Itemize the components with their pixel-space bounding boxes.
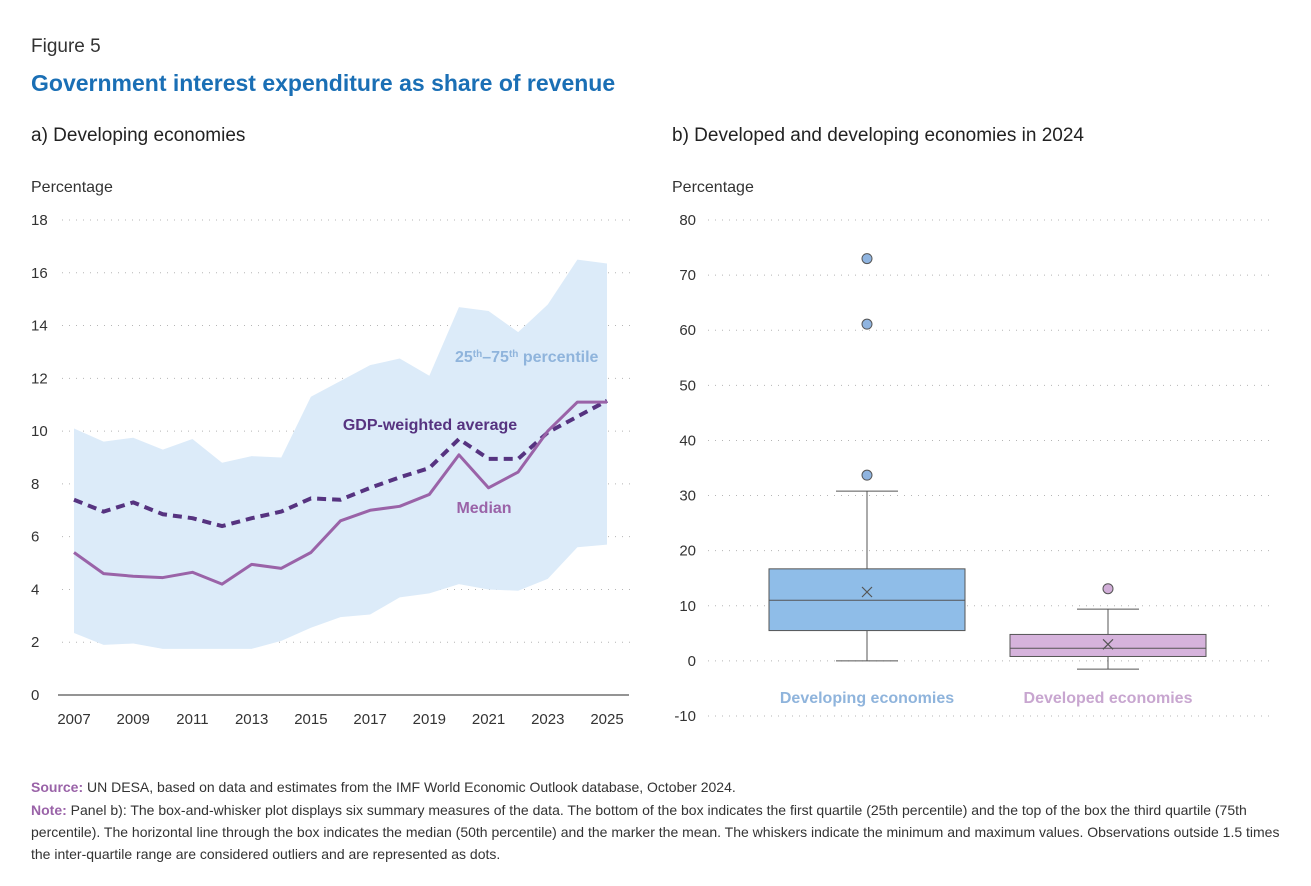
y-tick-label: 80 — [679, 212, 696, 229]
developing-category-label: Developing economies — [780, 690, 954, 707]
note-label: Note: — [31, 802, 67, 818]
label-part: –75 — [482, 349, 509, 366]
y-tick-label: 60 — [679, 322, 696, 339]
y-tick-label: 6 — [31, 529, 39, 546]
panel-a-line-chart: 0 2 4 6 8 10 12 14 16 18 2007 2009 2011 2013 2015 2017 2… — [31, 212, 630, 728]
y-tick-label: 50 — [679, 377, 696, 394]
y-tick-label: 20 — [679, 543, 696, 560]
panel-a-ylabel: Percentage — [31, 179, 113, 196]
y-tick-label: 12 — [31, 370, 48, 387]
x-tick-label: 2015 — [294, 711, 327, 728]
y-tick-label: 8 — [31, 476, 39, 493]
x-tick-label: 2023 — [531, 711, 564, 728]
median-line — [73, 400, 607, 586]
label-part: 25 — [455, 349, 473, 366]
y-tick-label: -10 — [674, 708, 696, 725]
median-label: Median — [456, 500, 511, 517]
gdp-weighted-average-line — [73, 399, 608, 529]
developed-mean-marker — [1102, 638, 1114, 650]
gdp-weighted-average-label: GDP-weighted average — [343, 417, 517, 434]
developing-outlier-dot — [861, 469, 873, 481]
label-part: percentile — [518, 349, 598, 366]
y-tick-label: 18 — [31, 212, 48, 229]
panel-b-title: b) Developed and developing economies in… — [672, 125, 1084, 146]
developing-outlier-dot — [861, 253, 873, 265]
panel-b-box-plot: -10 0 10 20 30 40 50 60 70 80 Developing economies… — [674, 212, 1272, 725]
developed-category-label: Developed economies — [1024, 690, 1193, 707]
y-tick-label: 4 — [31, 581, 39, 598]
x-tick-label: 2019 — [413, 711, 446, 728]
figure-title: Government interest expenditure as share… — [31, 70, 616, 96]
developed-outlier-dot — [1102, 583, 1114, 595]
y-tick-label: 10 — [31, 423, 48, 440]
source-label: Source: — [31, 779, 84, 795]
y-tick-label: 70 — [679, 267, 696, 284]
source-note: Source: UN DESA, based on data and estim… — [31, 776, 1281, 798]
y-tick-label: 40 — [679, 432, 696, 449]
figure-label: Figure 5 — [31, 36, 101, 57]
developing-box — [768, 568, 966, 632]
explanatory-note: Note: Panel b): The box-and-whisker plot… — [31, 799, 1281, 865]
developed-box — [1009, 633, 1207, 657]
x-tick-label: 2025 — [590, 711, 623, 728]
y-tick-label: 0 — [688, 653, 696, 670]
panel-b-ylabel: Percentage — [672, 179, 754, 196]
y-tick-label: 2 — [31, 634, 39, 651]
note-text: Panel b): The box-and-whisker plot displ… — [31, 802, 1280, 862]
x-tick-label: 2021 — [472, 711, 505, 728]
x-tick-label: 2011 — [176, 711, 208, 728]
y-tick-label: 0 — [31, 687, 39, 704]
y-tick-label: 30 — [679, 488, 696, 505]
panel-a-title: a) Developing economies — [31, 125, 246, 146]
y-tick-label: 14 — [31, 318, 48, 335]
developing-mean-marker — [861, 586, 873, 598]
developing-outlier-dot — [861, 318, 873, 330]
x-tick-label: 2009 — [117, 711, 150, 728]
superscript: th — [473, 349, 482, 360]
x-tick-label: 2017 — [353, 711, 386, 728]
source-text: UN DESA, based on data and estimates fro… — [83, 779, 736, 795]
x-tick-label: 2007 — [57, 711, 90, 728]
y-tick-label: 16 — [31, 265, 48, 282]
percentile-band — [74, 259, 607, 649]
y-tick-label: 10 — [679, 598, 696, 615]
x-tick-label: 2013 — [235, 711, 268, 728]
superscript: th — [509, 349, 518, 360]
percentile-band-label: 25th–75th percentile — [455, 349, 599, 367]
